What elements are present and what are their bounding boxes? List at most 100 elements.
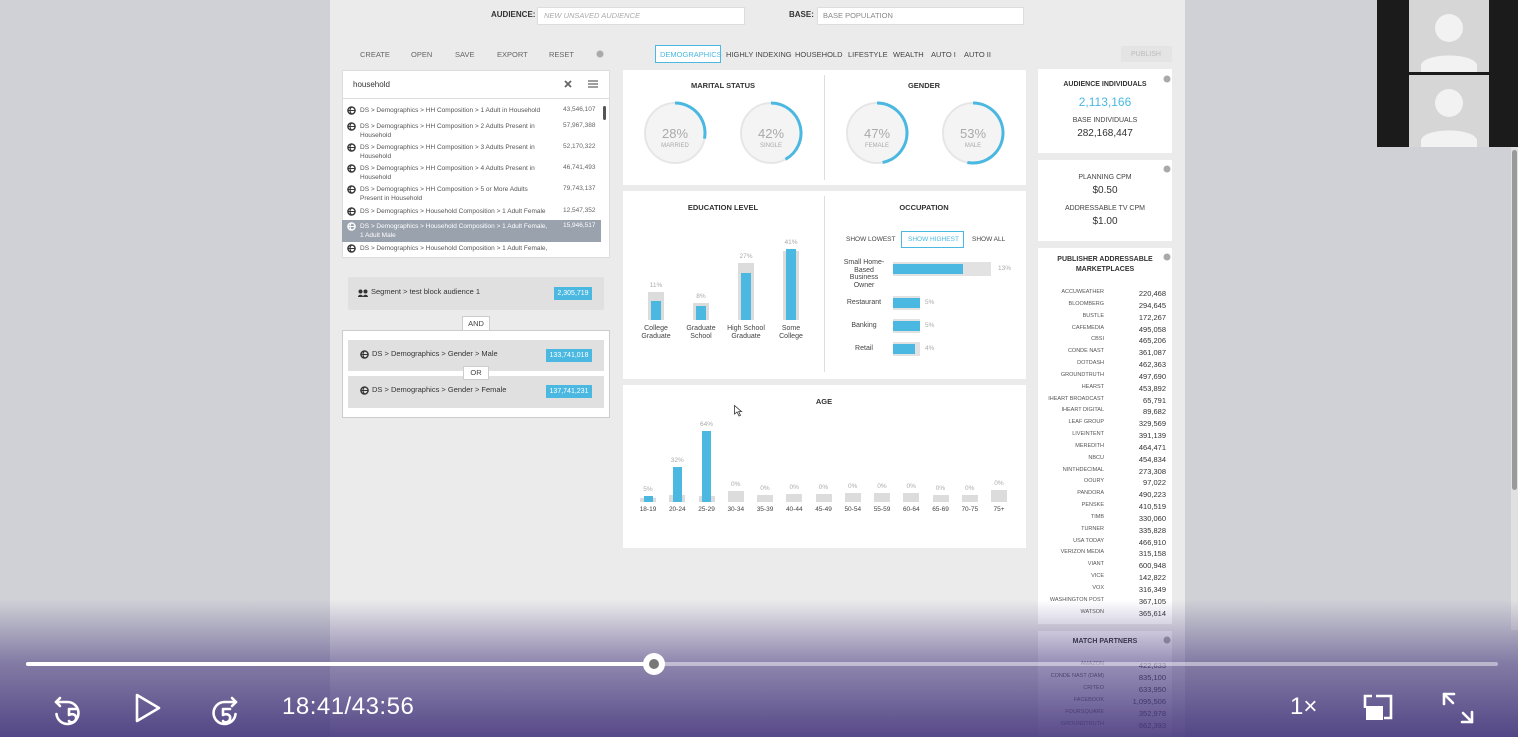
search-query[interactable]: household [353,80,390,89]
summary-value: $0.50 [1092,185,1118,196]
bar [672,466,682,502]
publisher-count: 453,892 [1138,383,1166,393]
result-count: 43,546,107 [563,106,596,113]
bar [893,264,963,274]
globe-circle [360,386,369,395]
tab[interactable]: DEMOGRAPHICS [660,50,722,59]
action-button[interactable]: SAVE [455,50,475,59]
tab[interactable]: HIGHLY INDEXING [726,50,792,59]
bar [932,495,949,502]
summary-label: PLANNING CPM [1078,174,1132,181]
chart-title: AGE [815,397,833,406]
x-category-label: 70-75 [961,506,979,513]
playback-speed[interactable]: 1× [1290,693,1318,720]
publisher-name: WASHINGTON POST [1004,597,1104,604]
globe-icon [347,207,356,216]
tab[interactable]: HOUSEHOLD [795,50,843,59]
globe-circle [347,164,356,173]
x-category-label: Graduate School [686,325,716,340]
tab[interactable]: AUTO II [964,50,991,59]
publisher-name: CAFEMEDIA [1071,324,1104,331]
bar [991,489,1007,502]
bar [651,300,661,320]
panel-divider [824,75,825,180]
audience-placeholder[interactable]: NEW UNSAVED AUDIENCE [544,11,640,20]
info-icon-circle [1163,165,1171,173]
mouse-cursor [734,404,743,417]
publisher-count: 220,468 [1138,289,1166,298]
fullscreen-button-path [1442,692,1455,705]
publisher-count: 294,645 [1138,300,1166,310]
globe-lines [348,122,355,131]
segment-label: Segment > test block audience 1 [371,287,481,296]
summary-value: 2,113,166 [1078,95,1132,109]
result-label[interactable]: DS > Demographics > Household Compositio… [360,208,546,215]
search-icons [564,80,598,88]
tab[interactable]: AUTO I [931,50,956,59]
summary-value: 282,168,447 [1077,128,1133,139]
bar-value-label: 0% [760,485,770,493]
rule-label: DS > Demographics > Gender > Female [372,385,507,394]
tab[interactable]: WEALTH [893,50,924,59]
rule-count-badge [546,385,592,398]
result-label[interactable]: DS > Demographics > Household Compositio… [360,245,548,252]
donut-arc [876,101,909,164]
bar-value-label: 13% [998,265,1012,272]
action-button[interactable]: CREATE [360,50,390,59]
publish-button-label[interactable]: PUBLISH [1131,51,1161,58]
action-button[interactable]: EXPORT [497,50,528,59]
occupation-control[interactable]: SHOW ALL [972,236,1006,243]
bar [786,249,796,320]
info-icon-circle [596,50,604,58]
avatar-head [1435,89,1463,117]
donut-arc [770,101,803,161]
info-icon [596,50,604,58]
result-count: 46,741,493 [563,164,596,171]
tab[interactable]: LIFESTYLE [848,50,888,59]
knob-inner [649,659,659,669]
globe-lines [348,244,355,253]
globe-icon [347,185,356,194]
forward-button[interactable] [206,690,242,726]
play-button[interactable] [132,690,164,726]
publisher-name: TIMB [1090,513,1104,520]
bar-value-label: 0% [965,485,975,493]
publisher-name: VICE [1091,573,1104,580]
result-label[interactable]: DS > Demographics > HH Composition > 2 A… [360,123,535,139]
x-category-label: 75+ [993,506,1005,513]
globe-lines [348,106,355,115]
action-button[interactable]: OPEN [411,50,433,59]
occupation-control[interactable]: SHOW LOWEST [846,236,896,243]
globe-lines [348,164,355,173]
publisher-name: GROUNDTRUTH [1060,371,1104,378]
publisher-name: CONDE NAST [1067,348,1104,355]
result-label[interactable]: DS > Demographics > Household Compositio… [360,223,548,239]
publisher-count: 391,139 [1138,431,1166,441]
donut-arc [674,101,707,139]
forward-button-path [212,700,238,726]
result-label[interactable]: DS > Demographics > HH Composition > 4 A… [360,165,535,181]
fullscreen-button[interactable] [1440,690,1476,726]
result-label[interactable]: DS > Demographics > HH Composition > 1 A… [360,107,541,114]
bar-value-label: 27% [739,252,753,260]
rewind-button[interactable] [50,690,86,726]
occupation-control[interactable]: SHOW HIGHEST [908,236,959,243]
globe-lines [361,350,368,359]
publisher-count: 335,828 [1138,525,1166,535]
globe-icon [347,106,356,115]
publisher-count: 89,682 [1143,407,1166,417]
bar-value-label: 0% [848,483,858,491]
result-label[interactable]: DS > Demographics > HH Composition > 3 A… [360,144,535,160]
publisher-name: PANDORA [1077,490,1104,497]
publisher-name: HEARST [1081,383,1104,390]
people-icon [358,289,368,297]
participant-tile [1409,0,1489,72]
x-category-label: Some College [779,325,803,340]
avatar-body [1421,130,1477,147]
result-label[interactable]: DS > Demographics > HH Composition > 5 o… [360,186,528,202]
pip-button[interactable] [1362,692,1396,724]
donut [644,101,707,164]
progress-knob[interactable] [642,652,666,676]
action-button[interactable]: RESET [549,50,575,59]
